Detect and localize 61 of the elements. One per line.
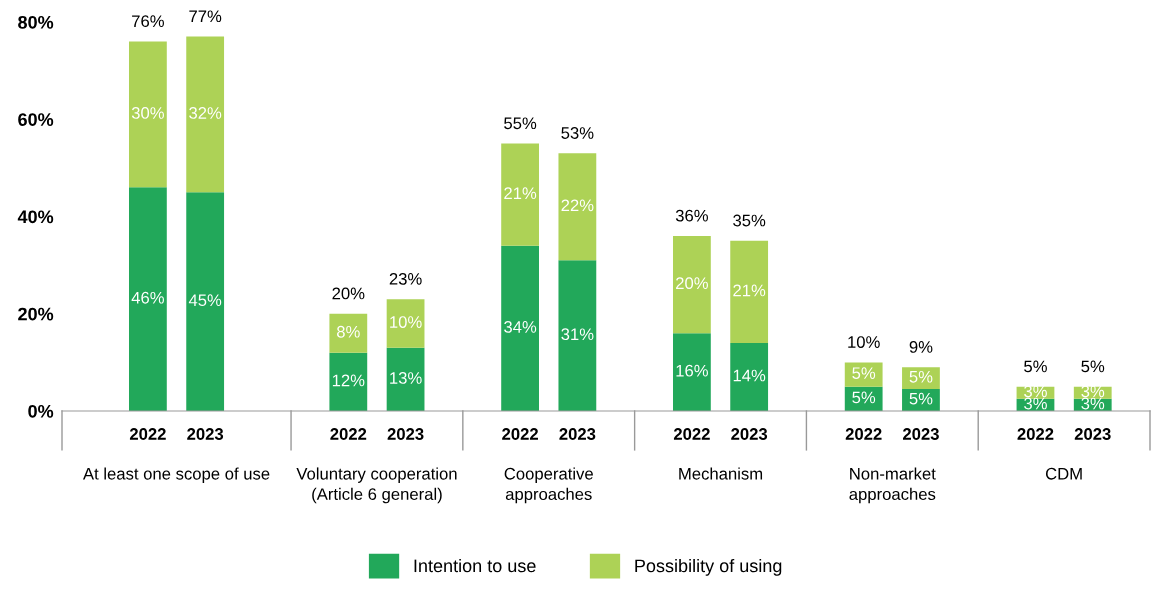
data-label: 30% — [131, 107, 164, 119]
text: CDM — [1045, 467, 1082, 480]
data-label: 31% — [561, 328, 594, 341]
data-label: 46% — [131, 291, 164, 304]
total-label: 53% — [561, 127, 594, 139]
total-label: 23% — [389, 272, 422, 285]
data-label: 10% — [390, 316, 422, 328]
x-tick-label: 2023 — [902, 428, 939, 440]
data-label: 3% — [1081, 397, 1105, 410]
legend-label: Intention to use — [414, 558, 536, 573]
total-label: 5% — [1081, 360, 1105, 373]
x-tick-label: 2023 — [387, 428, 424, 440]
x-tick-label: 2023 — [1074, 428, 1111, 440]
y-tick-label: 20% — [18, 307, 54, 321]
x-tick-label: 2022 — [673, 428, 710, 440]
text: Mechanism — [679, 467, 763, 480]
data-label: 5% — [852, 391, 876, 404]
data-label: 16% — [676, 364, 708, 377]
total-label: 20% — [332, 287, 365, 300]
data-label: 13% — [390, 372, 422, 384]
data-label: 3% — [1024, 397, 1047, 410]
text: Non-market approaches — [849, 467, 936, 504]
data-label: 5% — [852, 367, 876, 380]
y-tick-label: 0% — [28, 404, 54, 418]
total-label: 77% — [189, 10, 222, 23]
x-tick-label: 2023 — [559, 428, 596, 440]
x-tick-label: 2022 — [1017, 428, 1054, 440]
x-tick-label: 2023 — [731, 428, 768, 440]
data-label: 5% — [909, 370, 933, 383]
text: Voluntary cooperation (Article 6 general) — [296, 467, 457, 504]
data-label: 8% — [337, 325, 360, 338]
x-tick-label: 2022 — [129, 428, 166, 440]
data-label: 21% — [504, 187, 537, 200]
total-label: 55% — [504, 117, 537, 130]
total-label: 10% — [848, 336, 880, 348]
x-tick-label: 2023 — [187, 428, 224, 440]
data-label: 12% — [332, 374, 365, 387]
total-label: 5% — [1024, 360, 1047, 373]
data-label: 45% — [188, 294, 222, 307]
y-tick-label: 40% — [17, 210, 54, 224]
text: Cooperative approaches — [504, 467, 593, 504]
x-tick-label: 2022 — [330, 428, 367, 440]
data-label: 20% — [676, 277, 708, 290]
data-label: 5% — [909, 392, 933, 405]
legend-label: Possibility of using — [635, 558, 782, 576]
y-tick-label: 60% — [18, 113, 54, 126]
data-label: 21% — [733, 284, 766, 297]
data-label: 34% — [504, 321, 537, 333]
y-tick-label: 80% — [18, 15, 54, 29]
total-label: 35% — [733, 214, 766, 227]
text: At least one scope of use — [82, 467, 270, 483]
data-label: 14% — [733, 369, 766, 382]
data-label: 3% — [1081, 385, 1105, 398]
x-tick-label: 2022 — [845, 428, 882, 440]
total-label: 76% — [132, 15, 164, 28]
data-label: 3% — [1024, 385, 1047, 398]
x-tick-label: 2022 — [502, 428, 538, 440]
data-label: 32% — [189, 107, 222, 119]
data-label: 22% — [561, 199, 594, 212]
total-label: 36% — [675, 209, 708, 222]
total-label: 9% — [909, 341, 933, 353]
